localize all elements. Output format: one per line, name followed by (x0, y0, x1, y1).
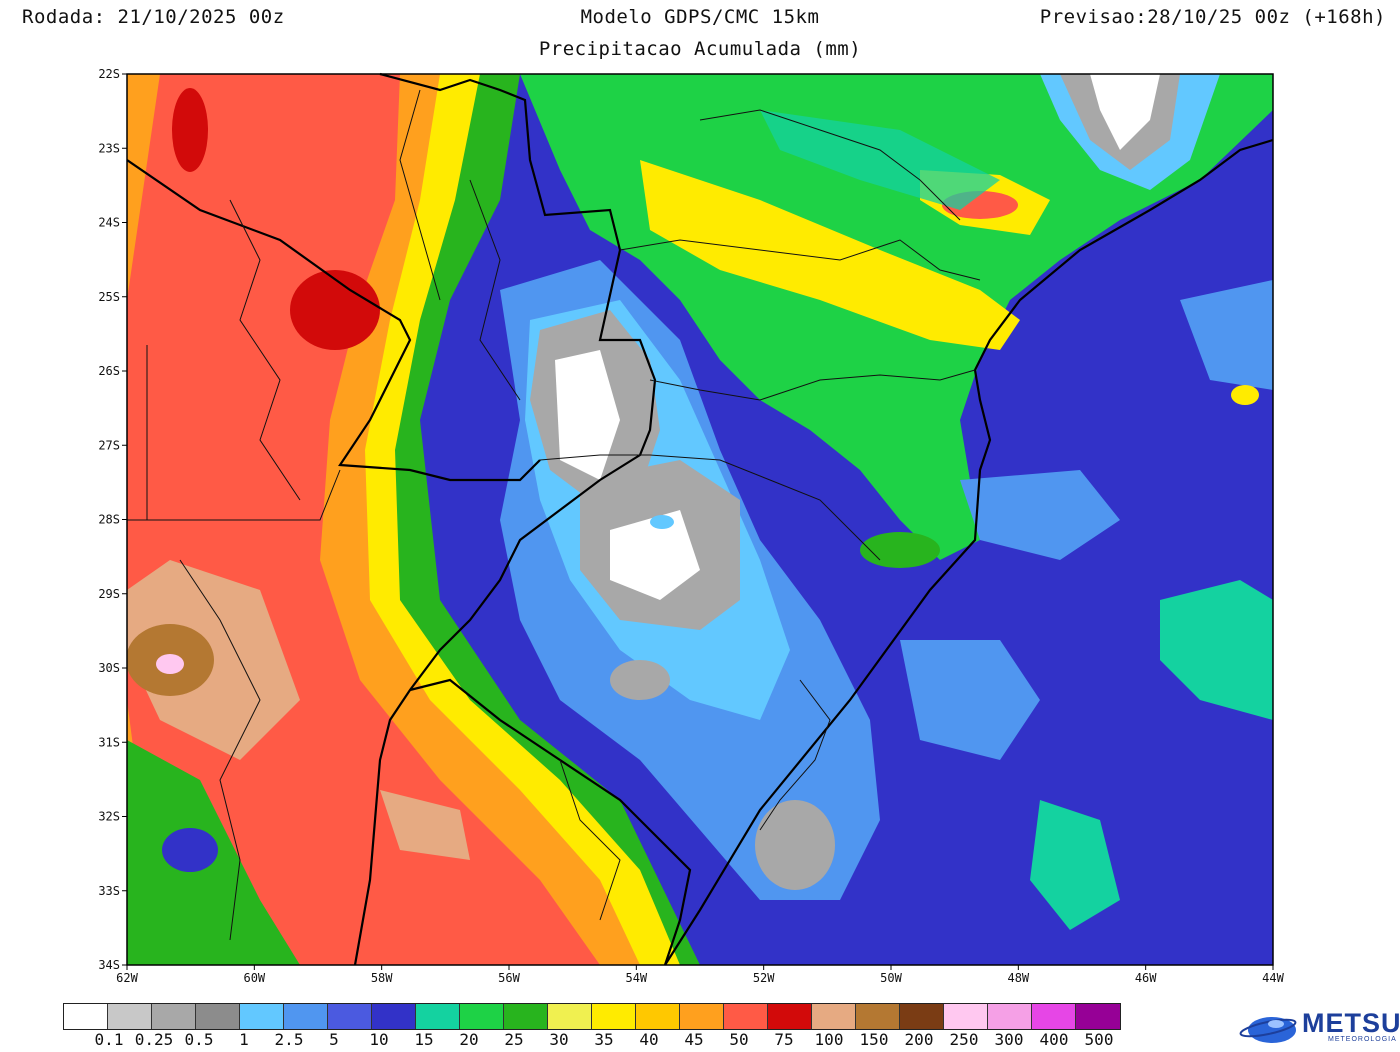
metsul-logo: METSUL METEOROLOGIA (1232, 1006, 1400, 1046)
color-swatch (372, 1004, 416, 1029)
logo-name: METSUL (1302, 1008, 1400, 1038)
color-scale-label: 1 (239, 1030, 249, 1049)
color-scale-label: 250 (949, 1030, 979, 1049)
color-scale-label: 50 (729, 1030, 749, 1049)
color-scale-label: 0.25 (134, 1030, 174, 1049)
color-scale-label: 25 (504, 1030, 524, 1049)
color-scale-label: 0.1 (94, 1030, 124, 1049)
globe-icon (1239, 1017, 1297, 1043)
color-scale-label: 40 (639, 1030, 659, 1049)
color-scale-label: 75 (774, 1030, 794, 1049)
color-swatch (812, 1004, 856, 1029)
color-swatch (724, 1004, 768, 1029)
lon-tick-label: 50W (880, 971, 902, 985)
lon-tick-label: 46W (1135, 971, 1157, 985)
color-swatch (1032, 1004, 1076, 1029)
color-swatch (592, 1004, 636, 1029)
lat-tick-label: 26S (98, 364, 120, 378)
lat-tick-label: 31S (98, 735, 120, 749)
lat-tick-label: 30S (98, 661, 120, 675)
color-swatch (240, 1004, 284, 1029)
lat-tick-label: 25S (98, 290, 120, 304)
lat-tick-label: 29S (98, 587, 120, 601)
map-subtitle: Precipitacao Acumulada (mm) (538, 38, 862, 60)
color-swatch (460, 1004, 504, 1029)
color-swatch (900, 1004, 944, 1029)
color-scale-label: 400 (1039, 1030, 1069, 1049)
logo-tagline: METEOROLOGIA (1328, 1036, 1397, 1043)
color-scale-label: 35 (594, 1030, 614, 1049)
color-swatch (1076, 1004, 1120, 1029)
lat-tick-label: 27S (98, 438, 120, 452)
color-swatch (328, 1004, 372, 1029)
lon-tick-label: 56W (498, 971, 520, 985)
color-swatch (988, 1004, 1032, 1029)
color-swatch (636, 1004, 680, 1029)
color-swatch (768, 1004, 812, 1029)
color-swatch (108, 1004, 152, 1029)
color-swatch (504, 1004, 548, 1029)
color-scale-labels: 0.1 0.25 0.5 1 2.5 5 10 15 20 25 30 35 40 45 50 75 100 15… (63, 1030, 1153, 1050)
latitude-axis: 22S 23S 24S 25S 26S 27S 28S 29S 30S 31S 32S 33S 34S (98, 67, 127, 972)
color-scale-label: 30 (549, 1030, 569, 1049)
color-swatch (152, 1004, 196, 1029)
color-swatch (548, 1004, 592, 1029)
country-borders (126, 72, 1274, 966)
color-swatch (64, 1004, 108, 1029)
run-date-label: Rodada: 21/10/2025 00z (22, 6, 285, 28)
color-scale-label: 150 (859, 1030, 889, 1049)
lon-tick-label: 62W (116, 971, 138, 985)
lat-tick-label: 32S (98, 810, 120, 824)
color-swatch (856, 1004, 900, 1029)
lat-tick-label: 22S (98, 67, 120, 81)
color-scale-label: 15 (414, 1030, 434, 1049)
lon-tick-label: 54W (625, 971, 647, 985)
color-scale-label: 2.5 (274, 1030, 304, 1049)
color-scale-label: 20 (459, 1030, 479, 1049)
color-scale-label: 45 (684, 1030, 704, 1049)
model-title: Modelo GDPS/CMC 15km (580, 6, 820, 28)
lat-tick-label: 34S (98, 958, 120, 972)
lat-tick-label: 28S (98, 513, 120, 527)
precipitation-field (127, 74, 1273, 965)
lat-tick-label: 23S (98, 141, 120, 155)
color-scale-label: 500 (1084, 1030, 1114, 1049)
color-scale-label: 0.5 (184, 1030, 214, 1049)
color-swatch (416, 1004, 460, 1029)
color-scale-label: 100 (814, 1030, 844, 1049)
lon-tick-label: 60W (243, 971, 265, 985)
color-swatch (944, 1004, 988, 1029)
color-scale-label: 300 (994, 1030, 1024, 1049)
forecast-time-label: Previsao:28/10/25 00z (+168h) (1039, 6, 1386, 28)
color-swatch (284, 1004, 328, 1029)
lat-tick-label: 33S (98, 884, 120, 898)
map-canvas: 22S23S24S25S26S27S28S29S30S31S32S33S34S … (98, 67, 1285, 985)
precipitation-map: 22S 23S 24S 25S 26S 27S 28S 29S 30S 31S 32S 33S 34S … (98, 67, 1285, 985)
lon-tick-label: 52W (753, 971, 775, 985)
lon-tick-label: 58W (371, 971, 393, 985)
longitude-axis: 62W 60W 58W 56W 54W 52W 50W 48W 46W 44W (116, 965, 1285, 985)
color-scale (63, 1003, 1121, 1030)
color-swatch (196, 1004, 240, 1029)
color-scale-label: 200 (904, 1030, 934, 1049)
color-scale-label: 5 (329, 1030, 339, 1049)
state-borders (127, 89, 981, 941)
color-scale-label: 10 (369, 1030, 389, 1049)
color-swatch (680, 1004, 724, 1029)
lat-tick-label: 24S (98, 216, 120, 230)
lon-tick-label: 44W (1262, 971, 1284, 985)
lon-tick-label: 48W (1007, 971, 1029, 985)
